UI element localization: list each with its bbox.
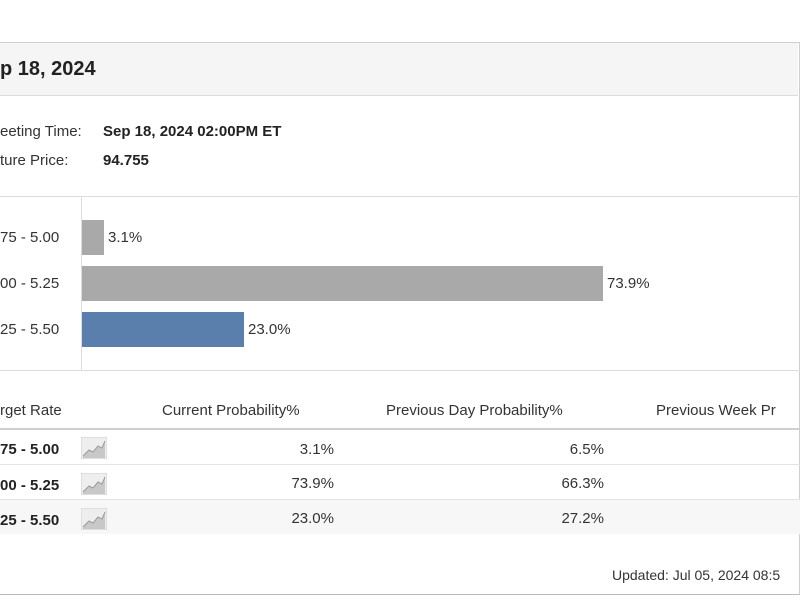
previous-day-probability-cell: 27.2% <box>561 510 604 527</box>
col-header-previous-day-probability: Previous Day Probability% <box>386 402 563 419</box>
bar-1 <box>82 220 104 255</box>
table-header-rule <box>0 428 800 430</box>
updated-timestamp: Updated: Jul 05, 2024 08:5 <box>612 567 781 583</box>
current-probability-cell: 23.0% <box>291 510 334 527</box>
meeting-date-title: p 18, 2024 <box>0 58 96 80</box>
trend-chart-icon[interactable] <box>81 437 107 459</box>
bar-category-label-2: 00 - 5.25 <box>0 275 60 292</box>
current-probability-cell: 73.9% <box>291 475 334 492</box>
row-divider <box>0 499 800 500</box>
previous-day-probability-cell: 6.5% <box>569 441 604 458</box>
col-header-previous-week-probability: Previous Week Pr <box>656 402 776 419</box>
bar-value-label-3: 23.0% <box>248 321 291 338</box>
bar-category-label-3: 25 - 5.50 <box>0 321 60 338</box>
panel-header: p 18, 2024 <box>0 43 798 96</box>
trend-chart-icon[interactable] <box>81 508 107 530</box>
chart-axis-line <box>81 197 82 370</box>
row-divider <box>0 464 800 465</box>
row-stripe <box>0 500 800 534</box>
future-price-label: ture Price: <box>0 152 69 169</box>
col-header-target-rate: rget Rate <box>0 402 62 419</box>
target-rate-cell: 00 - 5.25 <box>0 477 60 494</box>
meeting-time-value: Sep 18, 2024 02:00PM ET <box>103 123 282 140</box>
current-probability-cell: 3.1% <box>299 441 334 458</box>
chart-bottom-divider <box>0 370 800 371</box>
bar-2 <box>82 266 603 301</box>
target-rate-cell: 25 - 5.50 <box>0 512 60 529</box>
future-price-value: 94.755 <box>103 152 149 169</box>
previous-day-probability-cell: 66.3% <box>561 475 604 492</box>
meeting-time-label: eeting Time: <box>0 123 82 140</box>
chart-top-divider <box>0 196 800 197</box>
bar-category-label-1: 75 - 5.00 <box>0 229 60 246</box>
bar-value-label-2: 73.9% <box>607 275 650 292</box>
bar-value-label-1: 3.1% <box>108 229 143 246</box>
col-header-current-probability: Current Probability% <box>162 402 300 419</box>
trend-chart-icon[interactable] <box>81 473 107 495</box>
target-rate-cell: 75 - 5.00 <box>0 441 60 458</box>
bar-3 <box>82 312 244 347</box>
